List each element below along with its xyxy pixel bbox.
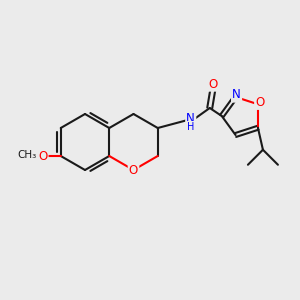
Text: N: N [232,88,241,101]
Text: CH₃: CH₃ [17,150,36,160]
Text: N: N [186,112,195,124]
Text: O: O [129,164,138,176]
Text: H: H [187,122,194,132]
Text: O: O [255,96,265,109]
Text: O: O [208,77,218,91]
Text: O: O [38,149,47,163]
